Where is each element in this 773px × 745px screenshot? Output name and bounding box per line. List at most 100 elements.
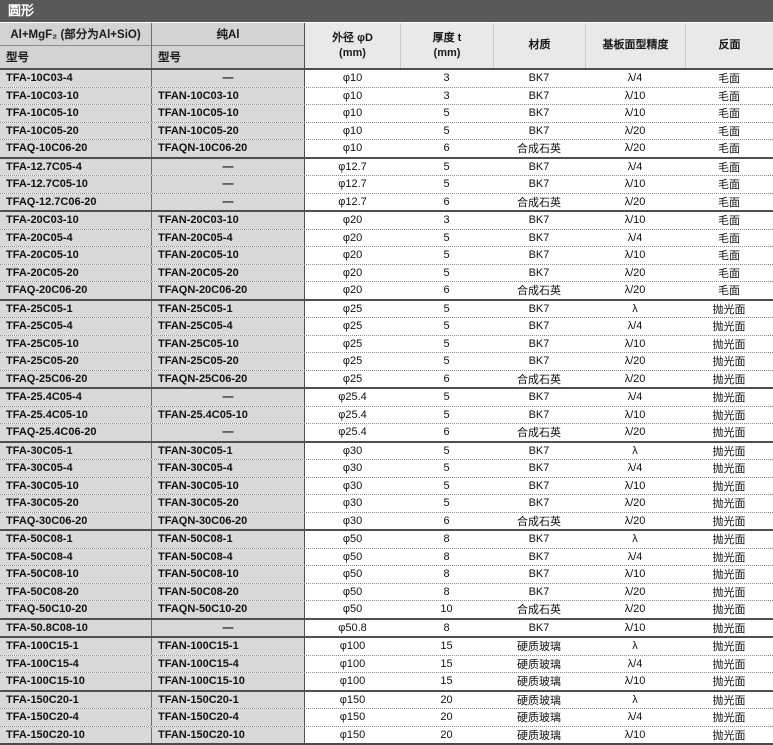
pure-model-cell: TFAN-20C05-20 (152, 264, 305, 281)
pure-model-cell: TFAQN-30C06-20 (152, 512, 305, 529)
pure-model-cell: TFAQN-20C06-20 (152, 282, 305, 299)
header-outer-diameter: 外径 φD (mm) (305, 23, 400, 68)
outer-diameter-cell: φ25 (305, 300, 400, 317)
thickness-cell: 3 (400, 212, 493, 229)
back-face-cell: 抛光面 (685, 424, 773, 441)
table-row: TFA-25C05-10 TFAN-25C05-10 φ25 5 BK7 λ/1… (0, 334, 773, 352)
surface-accuracy-cell: λ/20 (585, 424, 685, 441)
material-cell: BK7 (493, 105, 585, 122)
material-cell: BK7 (493, 619, 585, 636)
surface-accuracy-cell: λ/10 (585, 619, 685, 636)
thickness-cell: 6 (400, 193, 493, 210)
material-cell: BK7 (493, 477, 585, 494)
material-cell: BK7 (493, 406, 585, 423)
back-face-cell: 抛光面 (685, 655, 773, 672)
surface-accuracy-cell: λ/10 (585, 87, 685, 104)
table-row: TFA-100C15-10 TFAN-100C15-10 φ100 15 硬质玻… (0, 672, 773, 690)
thickness-cell: 5 (400, 158, 493, 175)
surface-accuracy-cell: λ/10 (585, 335, 685, 352)
coated-model-cell: TFA-50C08-10 (0, 566, 152, 583)
surface-accuracy-cell: λ/4 (585, 70, 685, 87)
thickness-cell: 5 (400, 318, 493, 335)
surface-accuracy-cell: λ (585, 442, 685, 459)
pure-model-cell: — (152, 158, 305, 175)
outer-diameter-cell: φ30 (305, 512, 400, 529)
outer-diameter-cell: φ50 (305, 548, 400, 565)
table-row: TFA-12.7C05-10 — φ12.7 5 BK7 λ/10 毛面 (0, 175, 773, 193)
thickness-cell: 8 (400, 548, 493, 565)
material-cell: 合成石英 (493, 193, 585, 210)
thickness-cell: 20 (400, 691, 493, 708)
table-row: TFA-100C15-4 TFAN-100C15-4 φ100 15 硬质玻璃 … (0, 654, 773, 672)
material-cell: BK7 (493, 531, 585, 548)
surface-accuracy-cell: λ (585, 531, 685, 548)
pure-model-cell: TFAN-30C05-1 (152, 442, 305, 459)
table-row: TFA-10C05-10 TFAN-10C05-10 φ10 5 BK7 λ/1… (0, 104, 773, 122)
material-cell: 合成石英 (493, 140, 585, 157)
pure-model-cell: TFAN-100C15-4 (152, 655, 305, 672)
material-cell: BK7 (493, 176, 585, 193)
back-face-cell: 抛光面 (685, 566, 773, 583)
thickness-cell: 5 (400, 122, 493, 139)
outer-diameter-cell: φ30 (305, 477, 400, 494)
back-face-cell: 抛光面 (685, 406, 773, 423)
back-face-cell: 抛光面 (685, 583, 773, 600)
surface-accuracy-cell: λ/20 (585, 370, 685, 387)
back-face-cell: 毛面 (685, 176, 773, 193)
surface-accuracy-cell: λ/20 (585, 601, 685, 618)
coated-model-cell: TFA-25C05-4 (0, 318, 152, 335)
header-surface-accuracy: 基板面型精度 (585, 23, 685, 68)
pure-model-cell: TFAN-20C03-10 (152, 212, 305, 229)
back-face-cell: 毛面 (685, 105, 773, 122)
surface-accuracy-cell: λ/20 (585, 495, 685, 512)
surface-accuracy-cell: λ/20 (585, 512, 685, 529)
pure-model-cell: TFAN-10C03-10 (152, 87, 305, 104)
pure-model-cell: TFAN-10C05-20 (152, 122, 305, 139)
pure-model-cell: TFAN-25C05-1 (152, 300, 305, 317)
back-face-cell: 抛光面 (685, 353, 773, 370)
table-row: TFA-20C03-10 TFAN-20C03-10 φ20 3 BK7 λ/1… (0, 210, 773, 229)
thickness-cell: 8 (400, 531, 493, 548)
thickness-cell: 5 (400, 389, 493, 406)
back-face-cell: 抛光面 (685, 601, 773, 618)
thickness-cell: 5 (400, 105, 493, 122)
table-row: TFA-150C20-10 TFAN-150C20-10 φ150 20 硬质玻… (0, 725, 773, 743)
back-face-cell: 抛光面 (685, 318, 773, 335)
pure-model-cell: TFAN-20C05-4 (152, 229, 305, 246)
thickness-cell: 15 (400, 655, 493, 672)
table-row: TFA-10C03-10 TFAN-10C03-10 φ10 3 BK7 λ/1… (0, 86, 773, 104)
outer-diameter-cell: φ150 (305, 709, 400, 726)
table-row: TFA-25.4C05-10 TFAN-25.4C05-10 φ25.4 5 B… (0, 405, 773, 423)
pure-model-cell: TFAN-100C15-1 (152, 638, 305, 655)
pure-model-cell: — (152, 389, 305, 406)
material-cell: 合成石英 (493, 601, 585, 618)
thickness-cell: 5 (400, 176, 493, 193)
back-face-cell: 毛面 (685, 87, 773, 104)
table-row: TFA-50C08-1 TFAN-50C08-1 φ50 8 BK7 λ 抛光面 (0, 529, 773, 548)
thickness-cell: 15 (400, 638, 493, 655)
table-row: TFA-150C20-1 TFAN-150C20-1 φ150 20 硬质玻璃 … (0, 689, 773, 708)
outer-diameter-cell: φ10 (305, 70, 400, 87)
coated-model-cell: TFAQ-25C06-20 (0, 370, 152, 387)
surface-accuracy-cell: λ/10 (585, 247, 685, 264)
table-row: TFA-30C05-4 TFAN-30C05-4 φ30 5 BK7 λ/4 抛… (0, 459, 773, 477)
thickness-cell: 8 (400, 566, 493, 583)
material-cell: BK7 (493, 583, 585, 600)
pure-model-cell: TFAN-50C08-20 (152, 583, 305, 600)
header-model-label: 型号 (158, 52, 181, 64)
table-row: TFA-20C05-20 TFAN-20C05-20 φ20 5 BK7 λ/2… (0, 263, 773, 281)
back-face-cell: 抛光面 (685, 726, 773, 743)
coated-model-cell: TFA-12.7C05-10 (0, 176, 152, 193)
outer-diameter-cell: φ20 (305, 247, 400, 264)
thickness-cell: 5 (400, 477, 493, 494)
thickness-cell: 8 (400, 583, 493, 600)
back-face-cell: 毛面 (685, 140, 773, 157)
back-face-cell: 抛光面 (685, 460, 773, 477)
surface-accuracy-cell: λ/20 (585, 193, 685, 210)
material-cell: BK7 (493, 389, 585, 406)
table-body: TFA-10C03-4 — φ10 3 BK7 λ/4 毛面 TFA-10C03… (0, 68, 773, 745)
table-row: TFA-50C08-4 TFAN-50C08-4 φ50 8 BK7 λ/4 抛… (0, 547, 773, 565)
material-cell: 硬质玻璃 (493, 691, 585, 708)
coated-model-cell: TFA-100C15-4 (0, 655, 152, 672)
